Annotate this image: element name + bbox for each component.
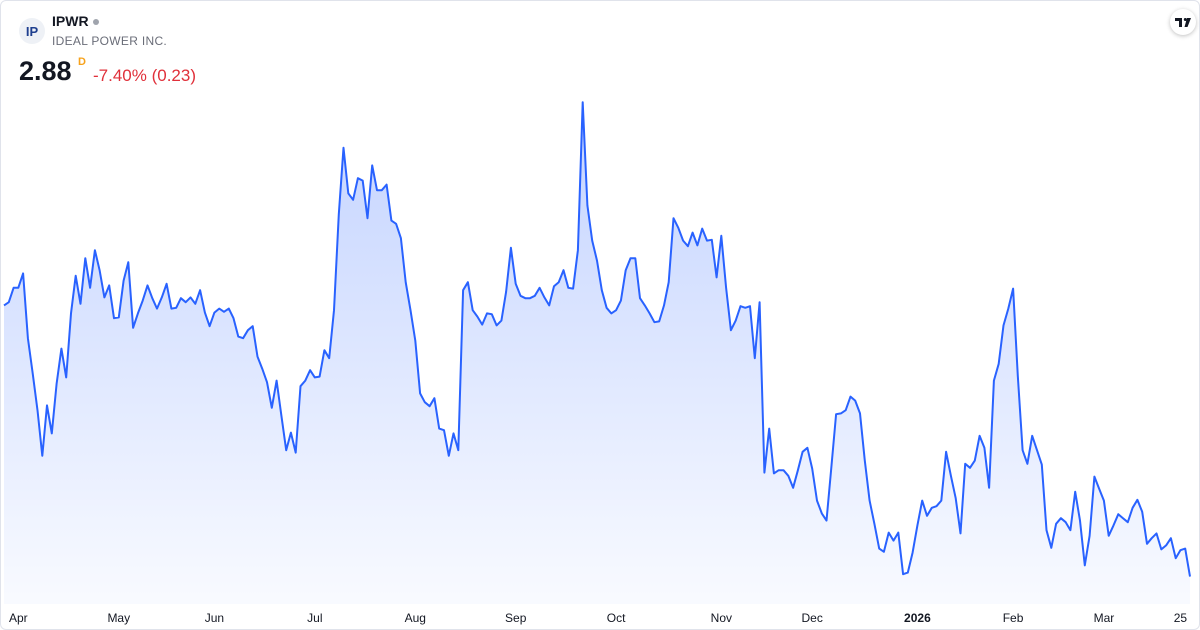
x-tick-label: Oct — [607, 611, 626, 625]
status-dot — [93, 19, 99, 25]
x-tick-label: 25 — [1174, 611, 1188, 625]
tv-logo-icon — [1175, 18, 1191, 27]
logo: IP — [19, 18, 45, 44]
x-tick-label: Mar — [1094, 611, 1115, 625]
x-tick-label: 2026 — [904, 611, 931, 625]
tv-logo[interactable] — [1170, 9, 1196, 35]
interval-flag: D — [78, 56, 86, 68]
area-fill — [4, 102, 1190, 604]
x-tick-label: May — [107, 611, 130, 625]
x-tick-label: Aug — [405, 611, 426, 625]
company-name: IDEAL POWER INC. — [52, 34, 168, 48]
x-tick-label: Apr — [9, 611, 28, 625]
x-tick-label: Jul — [307, 611, 322, 625]
price-change: -7.40% (0.23) — [93, 66, 196, 85]
price: 2.88 — [19, 56, 72, 86]
x-tick-label: Jun — [205, 611, 224, 625]
x-tick-label: Sep — [505, 611, 527, 625]
x-tick-label: Dec — [802, 611, 823, 625]
x-tick-label: Nov — [711, 611, 732, 625]
price-line — [3, 101, 1191, 577]
ticker[interactable]: IPWR — [52, 13, 89, 29]
x-tick-label: Feb — [1003, 611, 1024, 625]
